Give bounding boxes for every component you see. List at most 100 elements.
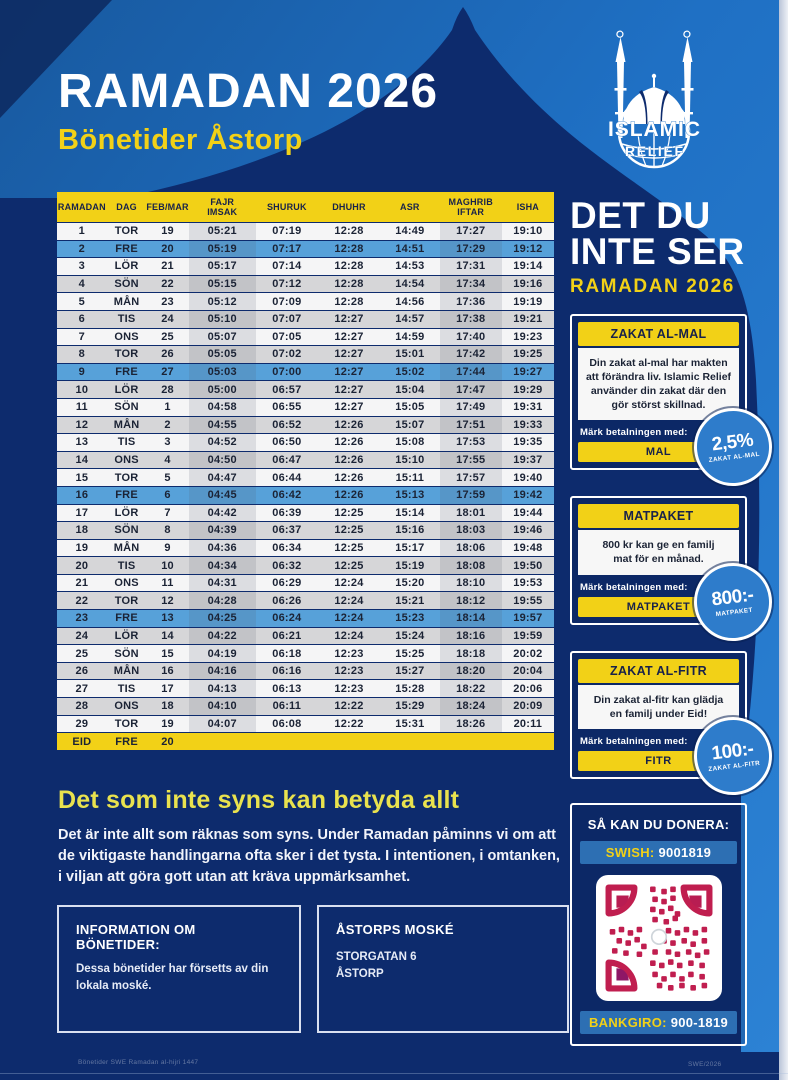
swish-label: SWISH: [605, 844, 655, 860]
table-cell: ONS [114, 330, 139, 343]
table-cell: 17:51 [440, 417, 502, 434]
table-cell: MÅN [113, 418, 140, 431]
table-cell: 15 [75, 471, 89, 484]
table-cell: 20 [161, 242, 174, 255]
table-cell: 16 [75, 489, 89, 502]
table-cell: LÖR [114, 629, 139, 642]
table-cell: 15 [161, 647, 174, 660]
table-cell: 12:28 [334, 295, 364, 308]
card-mark-label: Märk betalningen med: [580, 735, 688, 747]
table-cell [502, 733, 554, 750]
table-cell: 23 [75, 612, 89, 625]
table-row: 16 FRE 6 04:45 06:42 12:26 15:13 17:59 19:42 [57, 486, 554, 504]
column-header: RAMADAN [57, 201, 106, 212]
table-cell: 3 [78, 260, 85, 273]
table-cell: 24 [161, 313, 174, 326]
page-title: RAMADAN 2026 [58, 65, 439, 118]
table-cell: 18:01 [440, 505, 502, 522]
table-cell: 12 [75, 418, 89, 431]
table-cell: 12:22 [334, 717, 364, 730]
table-cell: 18:16 [440, 628, 502, 645]
table-cell: 06:52 [272, 418, 302, 431]
table-cell: 17:42 [440, 346, 502, 363]
table-cell: 07:19 [272, 225, 302, 238]
table-cell: 14:57 [395, 313, 425, 326]
table-cell: 06:13 [272, 682, 302, 695]
table-cell: 06:57 [272, 383, 302, 396]
table-cell: 19:46 [513, 524, 543, 537]
table-cell: 12:25 [334, 524, 364, 537]
table-cell [440, 733, 502, 750]
table-row: 9 FRE 27 05:03 07:00 12:27 15:02 17:44 19:27 [57, 363, 554, 381]
table-cell: 06:29 [272, 577, 302, 590]
donate-title: SÅ KAN DU DONERA: [587, 816, 730, 832]
table-cell: 15:28 [395, 682, 425, 695]
table-row: 14 ONS 4 04:50 06:47 12:26 15:10 17:55 19:37 [57, 451, 554, 469]
table-cell: 12:26 [334, 436, 364, 449]
table-cell: 11 [75, 401, 88, 414]
table-cell: 06:24 [272, 612, 302, 625]
photo-edge-line [0, 1073, 788, 1074]
table-cell: 17:27 [440, 223, 502, 240]
table-cell: 29 [75, 717, 89, 730]
table-cell: 20 [161, 735, 174, 748]
table-cell: 06:16 [272, 665, 302, 678]
table-cell: 14:59 [395, 330, 425, 343]
table-row: 10 LÖR 28 05:00 06:57 12:27 15:04 17:47 19:29 [57, 381, 554, 398]
table-cell: 26 [75, 665, 89, 678]
donation-card-matpaket: MATPAKET 800 kr kan ge en familj mat för… [570, 496, 777, 645]
table-cell: 18 [161, 700, 174, 713]
table-cell: SÖN [114, 524, 139, 537]
table-cell: 12 [161, 594, 174, 607]
table-cell: 5 [78, 295, 85, 308]
table-cell: 12:26 [334, 489, 364, 502]
column-header: DHUHR [332, 201, 366, 212]
table-row: 6 TIS 24 05:10 07:07 12:27 14:57 17:38 19:21 [57, 310, 554, 328]
table-row: 1 TOR 19 05:21 07:19 12:28 14:49 17:27 19:10 [57, 223, 554, 240]
table-row: 24 LÖR 14 04:22 06:21 12:24 15:24 18:16 19:59 [57, 627, 554, 645]
table-row: 26 MÅN 16 04:16 06:16 12:23 15:27 18:20 20:04 [57, 662, 554, 680]
table-cell: 23 [161, 295, 174, 308]
table-cell: 17 [75, 506, 89, 519]
info-box-title: INFORMATION OM BÖNETIDER: [76, 922, 196, 952]
mosque-name: ÅSTORPS MOSKÉ [336, 922, 454, 937]
card-body: Din zakat al-mal har makten att förändra… [578, 347, 739, 421]
table-cell: 15:19 [395, 559, 425, 572]
table-cell: TOR [114, 471, 139, 484]
table-cell: 14:51 [395, 242, 425, 255]
table-cell: ONS [114, 700, 139, 713]
table-cell: FRE [115, 489, 138, 502]
campaign-title-line2: INTE SER [570, 231, 745, 273]
table-cell: 15:27 [395, 665, 425, 678]
table-cell: 12:28 [334, 242, 364, 255]
bankgiro-bar: BANKGIRO: 900-1819 [580, 1010, 737, 1034]
table-cell: 04:10 [189, 698, 256, 715]
badge-value: 800:- [710, 584, 755, 611]
header: RAMADAN 2026 Bönetider Åstorp [58, 68, 438, 157]
table-cell: 20:04 [513, 665, 543, 678]
table-cell: 06:08 [272, 717, 302, 730]
info-box-body: Dessa bönetider har försetts av din loka… [76, 963, 269, 992]
table-cell: 12:26 [334, 471, 364, 484]
table-cell: 18:06 [440, 540, 502, 557]
table-cell: 05:21 [189, 223, 256, 240]
table-cell: 04:07 [189, 716, 256, 733]
table-row: 22 TOR 12 04:28 06:26 12:24 15:21 18:12 19:55 [57, 592, 554, 610]
table-cell: 05:05 [189, 346, 256, 363]
table-cell: 19:14 [513, 260, 543, 273]
table-cell: 22 [75, 594, 89, 607]
table-row: 4 SÖN 22 05:15 07:12 12:28 14:54 17:34 19:16 [57, 275, 554, 293]
table-cell: 17:40 [440, 329, 502, 346]
table-cell: 06:32 [272, 559, 302, 572]
table-cell: 04:50 [189, 452, 256, 469]
table-cell: 28 [75, 700, 89, 713]
table-cell: 17:59 [440, 487, 502, 504]
table-cell: FRE [115, 366, 138, 379]
table-cell: 17:47 [440, 381, 502, 398]
table-cell: 6 [78, 313, 85, 326]
table-cell: 19:50 [513, 559, 543, 572]
table-cell: 15:07 [395, 418, 425, 431]
table-cell: 14 [75, 454, 89, 467]
card-title: ZAKAT AL-FITR [578, 658, 739, 683]
table-cell: 12:23 [334, 682, 364, 695]
